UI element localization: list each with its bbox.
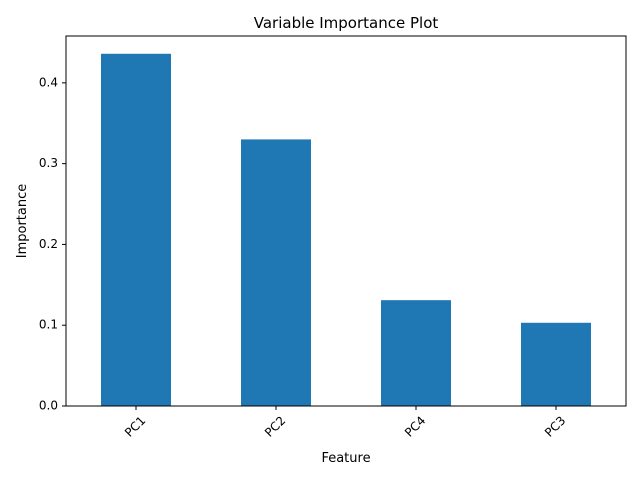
bars-layer	[101, 53, 591, 407]
bar-pc2	[241, 139, 311, 406]
y-axis-ticks: 0.0 0.1 0.2 0.3 0.4	[39, 75, 66, 413]
y-tick-label: 0.3	[39, 156, 58, 170]
y-tick-label: 0.1	[39, 318, 58, 332]
bar-pc1	[101, 53, 171, 407]
plot-area-frame	[65, 35, 627, 407]
bar-pc3	[521, 322, 591, 406]
y-tick-label: 0.0	[39, 399, 58, 413]
y-tick-label: 0.2	[39, 237, 58, 251]
y-axis-label: Importance	[15, 184, 30, 259]
x-axis-label: Feature	[321, 451, 370, 466]
bar-pc4	[381, 300, 451, 406]
chart-title: Variable Importance Plot	[254, 14, 439, 32]
y-tick-label: 0.4	[39, 75, 58, 89]
